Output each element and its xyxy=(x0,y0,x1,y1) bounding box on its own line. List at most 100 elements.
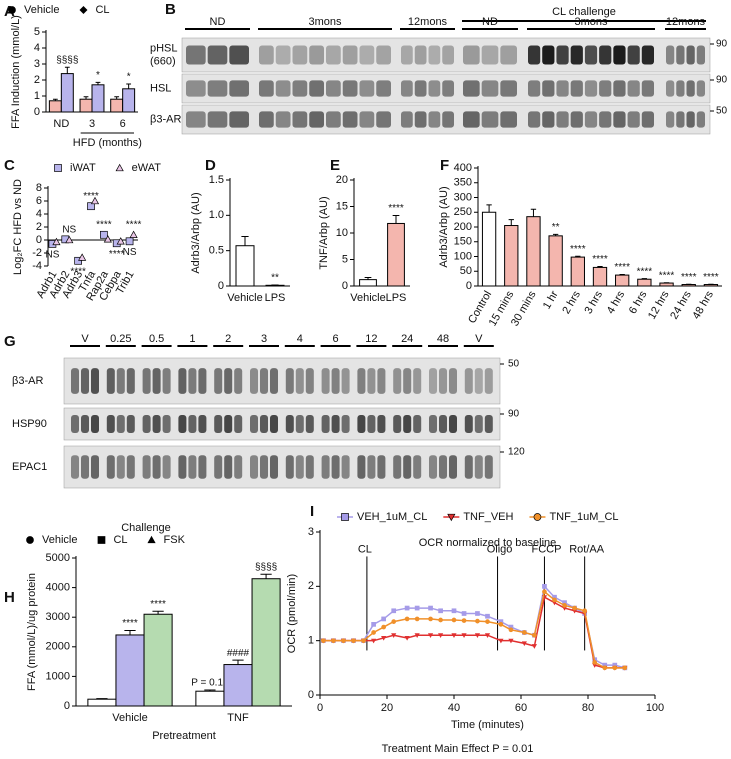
point xyxy=(391,608,397,614)
blot-band xyxy=(500,111,517,128)
blot-band xyxy=(696,111,705,128)
x-tick-label: 6 xyxy=(120,118,126,130)
point xyxy=(475,618,480,624)
blot-band xyxy=(429,368,437,394)
blot-panel xyxy=(63,407,501,441)
blot-band xyxy=(641,111,654,128)
legend-label: iWAT xyxy=(70,162,96,174)
blot-band xyxy=(641,45,654,65)
blot-band xyxy=(305,415,314,433)
point xyxy=(572,605,577,611)
x-tick-label: ND xyxy=(53,118,69,130)
blot-band xyxy=(463,80,480,97)
blot-band xyxy=(484,415,493,433)
bar xyxy=(570,256,585,287)
bar xyxy=(60,73,74,113)
blot-band xyxy=(152,455,161,479)
blot-band xyxy=(152,415,161,433)
y-axis-label: Adrb3/Arbp (AU) xyxy=(438,186,450,267)
blot-band xyxy=(367,368,376,394)
mw-marker: 50 xyxy=(508,359,520,370)
blot-band xyxy=(207,45,228,65)
blot-band xyxy=(250,415,258,433)
blot-band xyxy=(341,415,350,433)
blot-band xyxy=(81,415,89,433)
blot-band xyxy=(570,45,583,65)
y-tick-label: 0 xyxy=(466,280,472,292)
blot-band xyxy=(331,368,340,394)
blot-band xyxy=(403,368,412,394)
lane-label: 2 xyxy=(225,333,231,345)
x-tick-label: 24 hrs xyxy=(668,289,694,322)
blot-band xyxy=(285,415,294,433)
y-tick-label: 0 xyxy=(36,234,42,246)
blot-band xyxy=(275,111,291,128)
blot-band xyxy=(224,455,233,479)
blot-band xyxy=(116,415,125,433)
lane-label: 0.25 xyxy=(110,333,131,345)
legend-marker xyxy=(341,513,349,521)
point xyxy=(508,638,514,644)
blot-band xyxy=(528,80,541,97)
blot-band xyxy=(696,80,705,97)
blot-band xyxy=(259,80,274,97)
blot-band xyxy=(188,368,197,394)
blot-band xyxy=(357,455,366,479)
annotation: **** xyxy=(96,219,112,230)
blot-band xyxy=(414,45,427,65)
blot-band xyxy=(91,415,99,433)
annotation: **** xyxy=(109,249,125,260)
point xyxy=(381,624,386,630)
point xyxy=(552,597,557,603)
blot-band xyxy=(414,111,427,128)
bar xyxy=(659,282,674,287)
y-tick-label: 3000 xyxy=(46,611,70,623)
annotation: **** xyxy=(122,618,138,629)
legend-marker xyxy=(533,513,542,521)
blot-band xyxy=(500,80,517,97)
point xyxy=(582,608,588,614)
x-tick-label: 2 hrs xyxy=(560,289,583,317)
blot-band xyxy=(627,45,640,65)
blot-band xyxy=(357,415,366,433)
lane-label: 0.5 xyxy=(149,333,164,345)
point xyxy=(125,237,134,246)
blot-band xyxy=(686,80,695,97)
x-tick-label: 80 xyxy=(582,702,594,714)
annotation: **** xyxy=(703,272,719,283)
x-tick-label: 0 xyxy=(317,702,323,714)
event-label: Rot/AA xyxy=(569,543,605,555)
point xyxy=(65,235,74,244)
blot-band xyxy=(250,455,258,479)
blot-band xyxy=(464,455,473,479)
event-label: CL xyxy=(358,543,372,555)
blot-band xyxy=(71,368,79,394)
blot-band xyxy=(686,111,695,128)
blot-band xyxy=(229,45,249,65)
blot-band xyxy=(376,111,391,128)
x-tick-label: LPS xyxy=(386,292,407,304)
point xyxy=(52,237,61,246)
point xyxy=(438,608,443,614)
point xyxy=(78,253,87,261)
y-tick-label: 100 xyxy=(454,250,472,262)
bar xyxy=(615,274,630,287)
blot-band xyxy=(260,368,268,394)
blot-band xyxy=(229,80,249,97)
blot-band xyxy=(676,80,685,97)
blot-band xyxy=(613,45,626,65)
blot-band xyxy=(207,80,228,97)
x-tick-label: 100 xyxy=(646,702,664,714)
row-label: (660) xyxy=(150,55,176,67)
blot-band xyxy=(542,80,555,97)
error-bar xyxy=(597,266,603,268)
y-tick-label: 0 xyxy=(308,689,314,701)
blot-band xyxy=(270,415,278,433)
annotation: **** xyxy=(388,203,404,214)
point xyxy=(404,636,410,641)
point xyxy=(87,202,95,211)
x-tick-label: 3 hrs xyxy=(582,289,605,317)
blot-band xyxy=(401,111,413,128)
y-tick-label: 10 xyxy=(336,227,348,239)
blot-band xyxy=(331,455,340,479)
